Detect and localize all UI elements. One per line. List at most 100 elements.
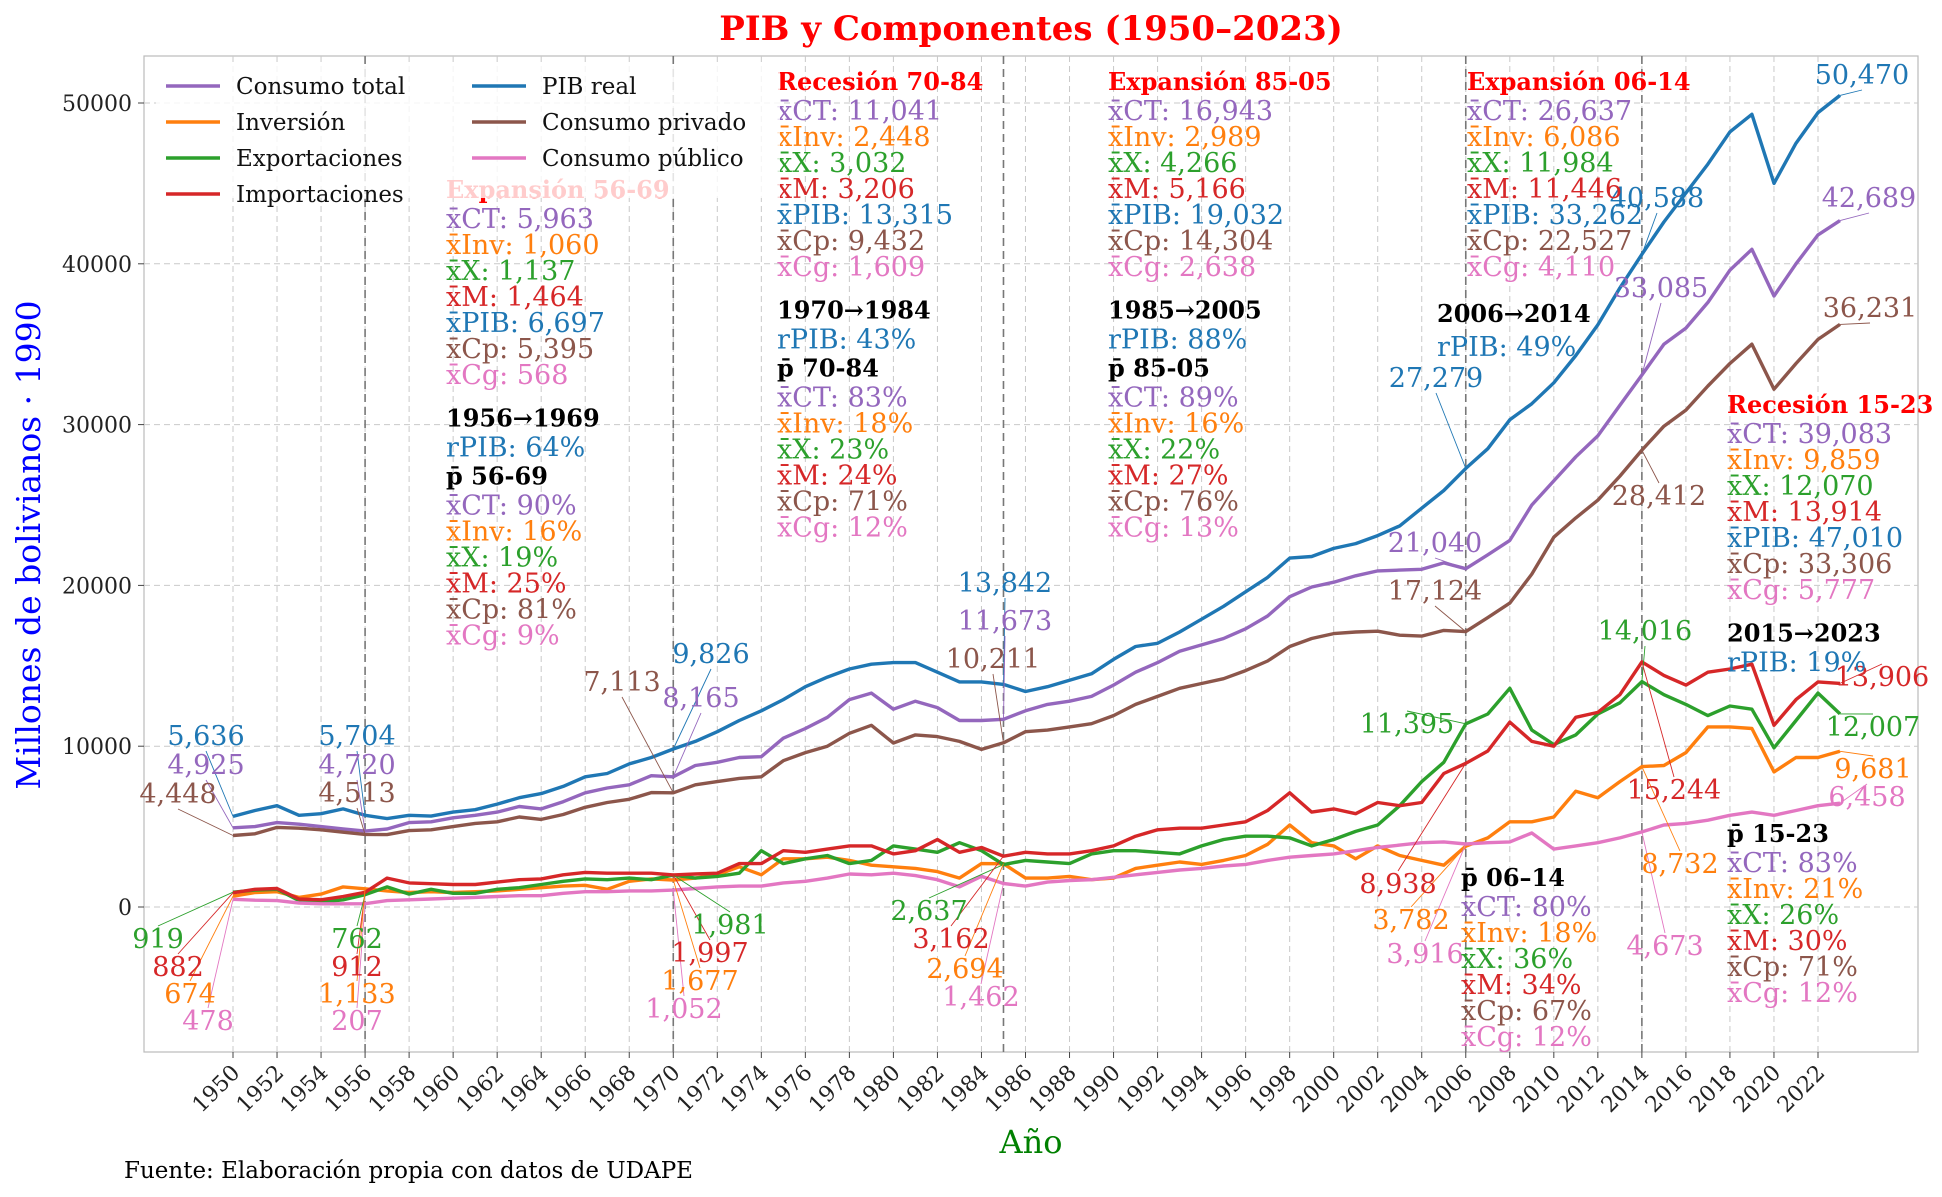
stat-line-m: x̄M: 27% (1108, 460, 1229, 491)
series-line-m (232, 660, 1841, 902)
stat-line-x: x̄X: 12,070 (1727, 471, 1874, 502)
period-title: Expansión 85-05 (1108, 67, 1332, 96)
period-subtitle: p̄ 70-84 (777, 353, 879, 382)
value-label-m-1950: 882 (152, 952, 204, 983)
x-tick-label: 2018 (1685, 1061, 1742, 1118)
leader-line (964, 863, 1004, 957)
value-label-inv-1956: 1,133 (318, 979, 395, 1010)
value-label-inv-2014: 8,732 (1641, 849, 1718, 880)
stat-line-inv: x̄Inv: 2,448 (777, 122, 931, 153)
value-label-cg-1956: 207 (331, 1006, 383, 1037)
stat-line-pib: x̄PIB: 47,010 (1727, 523, 1903, 554)
period-subtitle: p̄ 56-69 (446, 461, 548, 490)
value-label-cg-2023: 6,458 (1828, 782, 1905, 813)
stat-line-cp: x̄Cp: 71% (1727, 952, 1858, 983)
stat-line-inv: x̄Inv: 1,060 (446, 230, 600, 261)
stat-line-cg: x̄Cg: 12% (1727, 978, 1858, 1009)
x-tick-label: 1998 (1245, 1061, 1302, 1118)
x-tick-label: 1996 (1201, 1061, 1258, 1118)
stat-line-inv: x̄Inv: 6,086 (1467, 122, 1621, 153)
stat-line-ct: x̄CT: 90% (446, 490, 577, 521)
leader-line (1641, 645, 1646, 682)
legend-label-ct: Consumo total (236, 74, 405, 100)
leader-line (356, 779, 366, 832)
leader-line (1003, 635, 1006, 720)
stat-line-inv: x̄Inv: 18% (777, 408, 913, 439)
leader-line (1839, 89, 1863, 96)
leader-line (672, 668, 712, 750)
value-label-x-1950: 919 (132, 924, 184, 955)
stat-line-m: x̄M: 3,206 (777, 174, 915, 205)
value-label-cp-1956: 4,513 (318, 778, 395, 809)
stat-line-cp: x̄Cp: 22,527 (1467, 226, 1632, 257)
stat-line-cg: x̄Cg: 568 (446, 360, 568, 391)
stat-line-cg: x̄Cg: 9% (446, 620, 560, 651)
value-label-inv-1950: 674 (164, 979, 216, 1010)
value-label-ct-1950: 4,925 (167, 750, 244, 781)
legend-label-m: Importaciones (236, 182, 404, 208)
stat-line-x: x̄X: 26% (1727, 900, 1839, 931)
x-tick-label: 1960 (408, 1061, 465, 1118)
leader-line (205, 779, 234, 829)
leader-line (356, 903, 366, 1009)
leader-line (177, 808, 234, 836)
leader-line (1397, 763, 1467, 872)
value-label-x-2023: 12,007 (1826, 712, 1920, 743)
value-label-pib-1970: 9,826 (672, 639, 749, 670)
stat-line-cg: x̄Cg: 1,609 (777, 252, 925, 283)
value-label-cp-2006: 17,124 (1388, 576, 1482, 607)
annotation-block-g0614: 2006→2014 rPIB: 49% (1437, 299, 1591, 363)
x-tick-label: 1952 (232, 1061, 289, 1118)
x-tick-label: 1970 (628, 1061, 685, 1118)
stat-line-pib: x̄PIB: 13,315 (777, 200, 953, 231)
x-tick-label: 1986 (980, 1061, 1037, 1118)
stat-line-pib: x̄PIB: 6,697 (446, 308, 605, 339)
value-label-ct-2023: 42,689 (1822, 183, 1916, 214)
stat-line-cp: x̄Cp: 5,395 (446, 334, 594, 365)
label-leaders (157, 89, 1883, 1009)
leader-line (189, 895, 234, 982)
stat-line-cg: x̄Cg: 12% (1461, 1022, 1592, 1053)
value-label-ct-2006: 21,040 (1388, 528, 1482, 559)
value-label-pib-1950: 5,636 (167, 721, 244, 752)
x-tick-label: 2002 (1333, 1061, 1390, 1118)
stat-line-pib: x̄PIB: 19,032 (1108, 200, 1284, 231)
period-subtitle: 1985→2005 (1108, 295, 1262, 324)
series-line-x (232, 679, 1842, 904)
chart-title: PIB y Componentes (1950–2023) (719, 9, 1343, 49)
y-axis-ticks: 0 10000 20000 30000 40000 50000 (62, 92, 144, 921)
value-label-inv-1985: 2,694 (926, 954, 1003, 985)
annotation-block-p0614: p̄ 06–14x̄CT: 80%x̄Inv: 18%x̄X: 36%x̄M: … (1461, 863, 1597, 1053)
value-label-x-1970: 1,981 (691, 910, 768, 941)
x-tick-label: 1950 (188, 1061, 245, 1118)
value-label-inv-2006: 3,782 (1372, 905, 1449, 936)
period-markers (364, 56, 1643, 1052)
series-lines (232, 94, 1842, 906)
leader-line (1434, 605, 1467, 632)
legend-label-x: Exportaciones (236, 146, 403, 172)
value-label-ct-1956: 4,720 (318, 750, 395, 781)
x-tick-label: 1962 (452, 1061, 509, 1118)
stat-line-ct: x̄CT: 83% (1727, 848, 1858, 879)
x-tick-label: 2000 (1289, 1061, 1346, 1118)
stat-line-ct: x̄CT: 80% (1461, 892, 1592, 923)
leader-line (1641, 449, 1660, 484)
leader-line (1410, 845, 1467, 908)
stat-line-cg: x̄Cg: 4,110 (1467, 252, 1615, 283)
x-axis-ticks: 1950195219541956195819601962196419661968… (188, 1052, 1830, 1118)
value-label-cp-2023: 36,231 (1823, 293, 1917, 324)
leader-line (1003, 597, 1006, 685)
value-label-pib-1985: 13,842 (958, 568, 1052, 599)
x-tick-label: 1978 (804, 1061, 861, 1118)
leader-line (1424, 843, 1467, 942)
period-title: Recesión 70-84 (777, 67, 983, 96)
stat-line-cp: x̄Cp: 9,432 (777, 226, 925, 257)
legend-label-pib: PIB real (542, 74, 636, 100)
value-label-cp-1985: 10,211 (946, 644, 1040, 675)
y-tick-label: 50000 (62, 92, 132, 117)
